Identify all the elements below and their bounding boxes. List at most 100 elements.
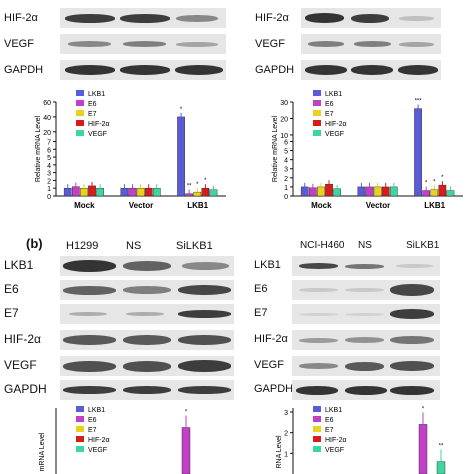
blot-band bbox=[354, 41, 391, 47]
blot-band bbox=[63, 285, 116, 295]
blot-band bbox=[176, 14, 218, 22]
blot-band bbox=[122, 335, 172, 345]
blot-b-right bbox=[292, 380, 440, 400]
bar bbox=[185, 193, 194, 197]
bar bbox=[418, 424, 428, 474]
bar bbox=[152, 188, 161, 197]
y-tick-label: 3 bbox=[47, 171, 51, 178]
bar bbox=[357, 186, 366, 197]
bar bbox=[136, 188, 145, 197]
blot-band bbox=[178, 360, 231, 372]
blot-band bbox=[122, 261, 172, 271]
significance-label: * bbox=[180, 107, 183, 113]
blot-top-left bbox=[60, 34, 226, 54]
significance-label: * bbox=[422, 406, 425, 412]
bar bbox=[333, 188, 341, 197]
blot-label-left: GAPDH bbox=[4, 382, 47, 396]
legend-label: VEGF bbox=[325, 131, 344, 138]
category-label: LKB1 bbox=[187, 201, 208, 210]
legend-swatch bbox=[76, 406, 84, 412]
legend-label: LKB1 bbox=[325, 91, 342, 98]
legend-label: E6 bbox=[88, 101, 97, 108]
blot-label-left: LKB1 bbox=[4, 258, 34, 272]
legend-swatch bbox=[76, 100, 84, 106]
bar bbox=[430, 189, 439, 197]
y-tick-label: 5 bbox=[47, 155, 51, 162]
legend-label: VEGF bbox=[88, 131, 107, 138]
chart-b-left: mRNA Level LKB1 E6 E7 HIF-2α VEGF * bbox=[39, 406, 191, 474]
blot-b-right bbox=[292, 356, 440, 376]
blot-band bbox=[122, 360, 172, 372]
blot-band bbox=[178, 386, 231, 394]
y-tick-label: 2 bbox=[47, 178, 51, 185]
lane-label-right: NS bbox=[358, 240, 372, 251]
y-tick-label: 4 bbox=[284, 158, 288, 165]
blot-label-left: HIF-2α bbox=[4, 12, 38, 24]
blot-b-right bbox=[292, 256, 440, 276]
bar bbox=[144, 188, 153, 197]
blot-band bbox=[299, 263, 338, 269]
y-tick-label: 1 bbox=[47, 186, 51, 193]
legend-label: E7 bbox=[88, 111, 97, 118]
blot-band bbox=[126, 312, 165, 316]
significance-label: * bbox=[185, 410, 188, 416]
y-tick-label: 60 bbox=[43, 100, 51, 107]
bar bbox=[422, 190, 431, 197]
legend-swatch bbox=[76, 90, 84, 96]
blot-band bbox=[299, 363, 338, 369]
blot-band bbox=[389, 336, 435, 344]
y-tick-label: 40 bbox=[43, 115, 51, 122]
legend-label: E7 bbox=[88, 427, 97, 434]
bar bbox=[201, 188, 210, 197]
blot-band bbox=[399, 41, 434, 47]
blot-band bbox=[345, 337, 384, 343]
blot-band bbox=[345, 263, 384, 269]
legend-swatch bbox=[76, 446, 84, 452]
y-tick-label: 10 bbox=[280, 133, 288, 140]
blot-b-left bbox=[60, 304, 234, 324]
bar bbox=[365, 186, 374, 197]
y-axis-label: Relative mRNA Level bbox=[35, 115, 42, 182]
blot-label-right: GAPDH bbox=[255, 64, 295, 76]
y-tick-label: 5 bbox=[284, 149, 288, 156]
lane-label-left: SiLKB1 bbox=[176, 240, 213, 252]
blot-band bbox=[122, 286, 172, 294]
blot-band bbox=[64, 13, 115, 23]
blot-band bbox=[178, 335, 231, 345]
blot-band bbox=[63, 386, 116, 394]
significance-label: ** bbox=[439, 444, 444, 450]
blot-label-right: E7 bbox=[254, 307, 268, 319]
blot-band bbox=[397, 65, 439, 75]
blot-band bbox=[123, 41, 167, 47]
legend-swatch bbox=[313, 100, 321, 106]
blot-label-right: HIF-2α bbox=[254, 333, 288, 345]
legend-swatch bbox=[76, 426, 84, 432]
significance-label: * bbox=[204, 178, 207, 184]
bar bbox=[414, 108, 422, 197]
category-label: Vector bbox=[129, 201, 153, 210]
y-axis-label: RNA Level bbox=[276, 435, 283, 469]
legend-swatch bbox=[313, 436, 321, 442]
blot-top-left bbox=[60, 60, 226, 80]
significance-label: ** bbox=[187, 184, 192, 190]
panel-b-label: (b) bbox=[26, 236, 43, 251]
y-tick-label: 20 bbox=[43, 130, 51, 137]
category-label: Mock bbox=[74, 201, 95, 210]
blot-band bbox=[63, 260, 116, 272]
y-tick-label: 3 bbox=[284, 167, 288, 174]
blot-band bbox=[178, 285, 231, 295]
blot-label-right: VEGF bbox=[255, 38, 285, 50]
bar bbox=[381, 186, 390, 197]
bar bbox=[436, 461, 446, 474]
bar bbox=[193, 191, 202, 197]
y-tick-label: 0 bbox=[47, 194, 51, 201]
legend-swatch bbox=[76, 130, 84, 136]
bar bbox=[209, 189, 218, 197]
blot-label-right: GAPDH bbox=[254, 383, 294, 395]
blot-band bbox=[395, 264, 433, 268]
blot-b-left bbox=[60, 280, 234, 300]
blot-label-left: E7 bbox=[4, 306, 19, 320]
blot-band bbox=[305, 65, 348, 75]
legend-label: HIF-2α bbox=[325, 437, 347, 444]
legend-label: LKB1 bbox=[88, 91, 105, 98]
